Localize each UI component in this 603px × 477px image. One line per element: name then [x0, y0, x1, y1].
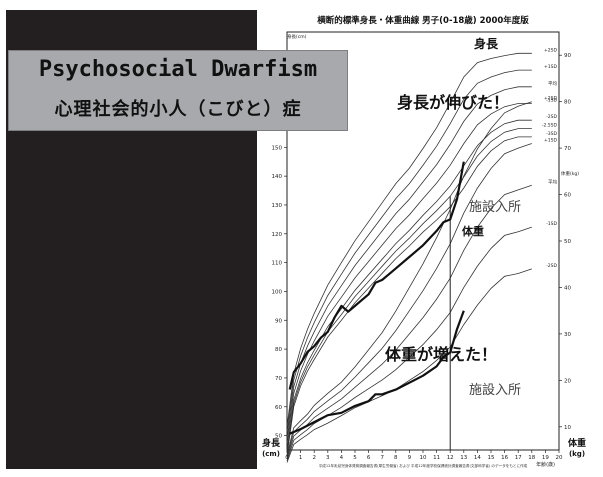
- height-sd-label: +2SD: [544, 47, 557, 53]
- height-sd-label: -3SD: [546, 131, 557, 137]
- y-right-tick-label: 60: [564, 193, 571, 199]
- y-right-tick-label: 10: [564, 425, 571, 431]
- weight-sd-label: -1SD: [546, 221, 557, 227]
- chart-footer: 平成12年乳幼児身体発育調査報告書(厚生労働省) および 平成12年度学校保健統…: [319, 463, 528, 468]
- x-tick-label: 5: [353, 455, 357, 461]
- x-tick-label: 13: [460, 455, 467, 461]
- weight-reference-curve: [286, 143, 532, 458]
- x-tick-label: 10: [420, 455, 427, 461]
- x-tick-label: 20: [556, 455, 563, 461]
- height-patient-line: [288, 161, 465, 390]
- x-tick-label: 19: [542, 455, 549, 461]
- slide-title-box: Psychosocial Dwarfism 心理社会的小人（こびと）症: [8, 50, 348, 131]
- annotation-weight-label: 体重: [462, 224, 484, 238]
- height-reference-curve: [286, 69, 532, 433]
- x-tick-label: 14: [474, 455, 481, 461]
- y-right-tick-label: 70: [564, 146, 571, 152]
- height-sd-label: -1SD: [546, 97, 557, 103]
- x-tick-label: 17: [515, 455, 522, 461]
- y-left-tick-label: 110: [272, 261, 283, 267]
- growth-chart: 横断的標準身長・体重曲線 男子(0-18歳) 2000年度版5060708090…: [262, 15, 586, 468]
- y-left-tick-label: 60: [275, 405, 282, 411]
- x-tick-label: 2: [312, 455, 316, 461]
- y-left-tick-label: 70: [275, 376, 282, 382]
- x-tick-label: 7: [380, 455, 384, 461]
- x-tick-label: 12: [447, 455, 454, 461]
- annotation-admission-upper: 施設入所: [469, 199, 521, 215]
- weight-sd-label: -2SD: [546, 263, 557, 269]
- weight-reference-curve: [286, 184, 532, 459]
- y-left-tick-label: 140: [272, 174, 283, 180]
- annotation-height-label: 身長: [474, 36, 499, 51]
- title-japanese: 心理社会的小人（こびと）症: [54, 99, 302, 120]
- weight-sd-label: +2SD: [544, 96, 557, 102]
- corner-right-unit: (kg): [569, 450, 585, 458]
- weight-sd-label: +1SD: [544, 137, 557, 143]
- y-left-tick-label: 120: [272, 232, 283, 238]
- annotation-weight-increase: 体重が増えた！: [385, 345, 497, 364]
- corner-right-label: 体重: [568, 437, 586, 449]
- y-left-axis-label: 身長(cm): [287, 33, 307, 40]
- weight-patient-line: [289, 310, 465, 435]
- x-tick-label: 18: [528, 455, 535, 461]
- y-right-tick-label: 90: [564, 53, 571, 59]
- weight-reference-curve: [286, 268, 532, 463]
- annotation-admission-lower: 施設入所: [469, 382, 521, 398]
- height-reference-curve: [286, 52, 532, 427]
- x-tick-label: 6: [367, 455, 371, 461]
- height-reference-curve: [286, 128, 532, 453]
- y-right-tick-label: 30: [564, 332, 571, 338]
- height-sd-label: 平均: [548, 80, 557, 87]
- y-right-tick-label: 40: [564, 285, 571, 291]
- x-tick-label: 3: [326, 455, 330, 461]
- corner-left-unit: (cm): [262, 450, 280, 458]
- height-reference-curve: [286, 119, 532, 451]
- y-left-tick-label: 90: [275, 318, 282, 324]
- y-left-tick-label: 50: [275, 434, 282, 440]
- corner-left-label: 身長: [262, 437, 281, 449]
- weight-sd-label: 平均: [548, 178, 557, 185]
- x-tick-label: 8: [394, 455, 398, 461]
- x-tick-label: 1: [299, 455, 303, 461]
- annotation-height-increase: 身長が伸びた！: [397, 93, 509, 112]
- weight-reference-curve: [286, 226, 532, 461]
- weight-reference-curve: [286, 101, 532, 456]
- x-tick-label: 11: [433, 455, 440, 461]
- x-tick-label: 0: [285, 455, 289, 461]
- y-right-tick-label: 80: [564, 100, 571, 106]
- height-reference-curve: [286, 136, 532, 456]
- y-left-tick-label: 130: [272, 203, 283, 209]
- height-sd-label: +1SD: [544, 64, 557, 70]
- x-tick-label: 4: [340, 455, 344, 461]
- height-sd-label: -2SD: [546, 114, 557, 120]
- y-right-tick-label: 20: [564, 378, 571, 384]
- title-english: Psychosocial Dwarfism: [38, 57, 318, 82]
- height-sd-label: -2.5SD: [542, 123, 558, 129]
- x-tick-label: 16: [501, 455, 508, 461]
- x-tick-label: 9: [408, 455, 412, 461]
- height-reference-curve: [286, 86, 532, 439]
- x-tick-label: 15: [488, 455, 495, 461]
- y-right-axis-label: 体重(kg): [561, 170, 579, 177]
- y-left-tick-label: 80: [275, 347, 282, 353]
- y-left-tick-label: 100: [272, 289, 283, 295]
- x-axis-label: 年齢(歳): [536, 461, 555, 468]
- chart-title: 横断的標準身長・体重曲線 男子(0-18歳) 2000年度版: [316, 15, 529, 26]
- y-right-tick-label: 50: [564, 239, 571, 245]
- y-left-tick-label: 150: [272, 145, 283, 151]
